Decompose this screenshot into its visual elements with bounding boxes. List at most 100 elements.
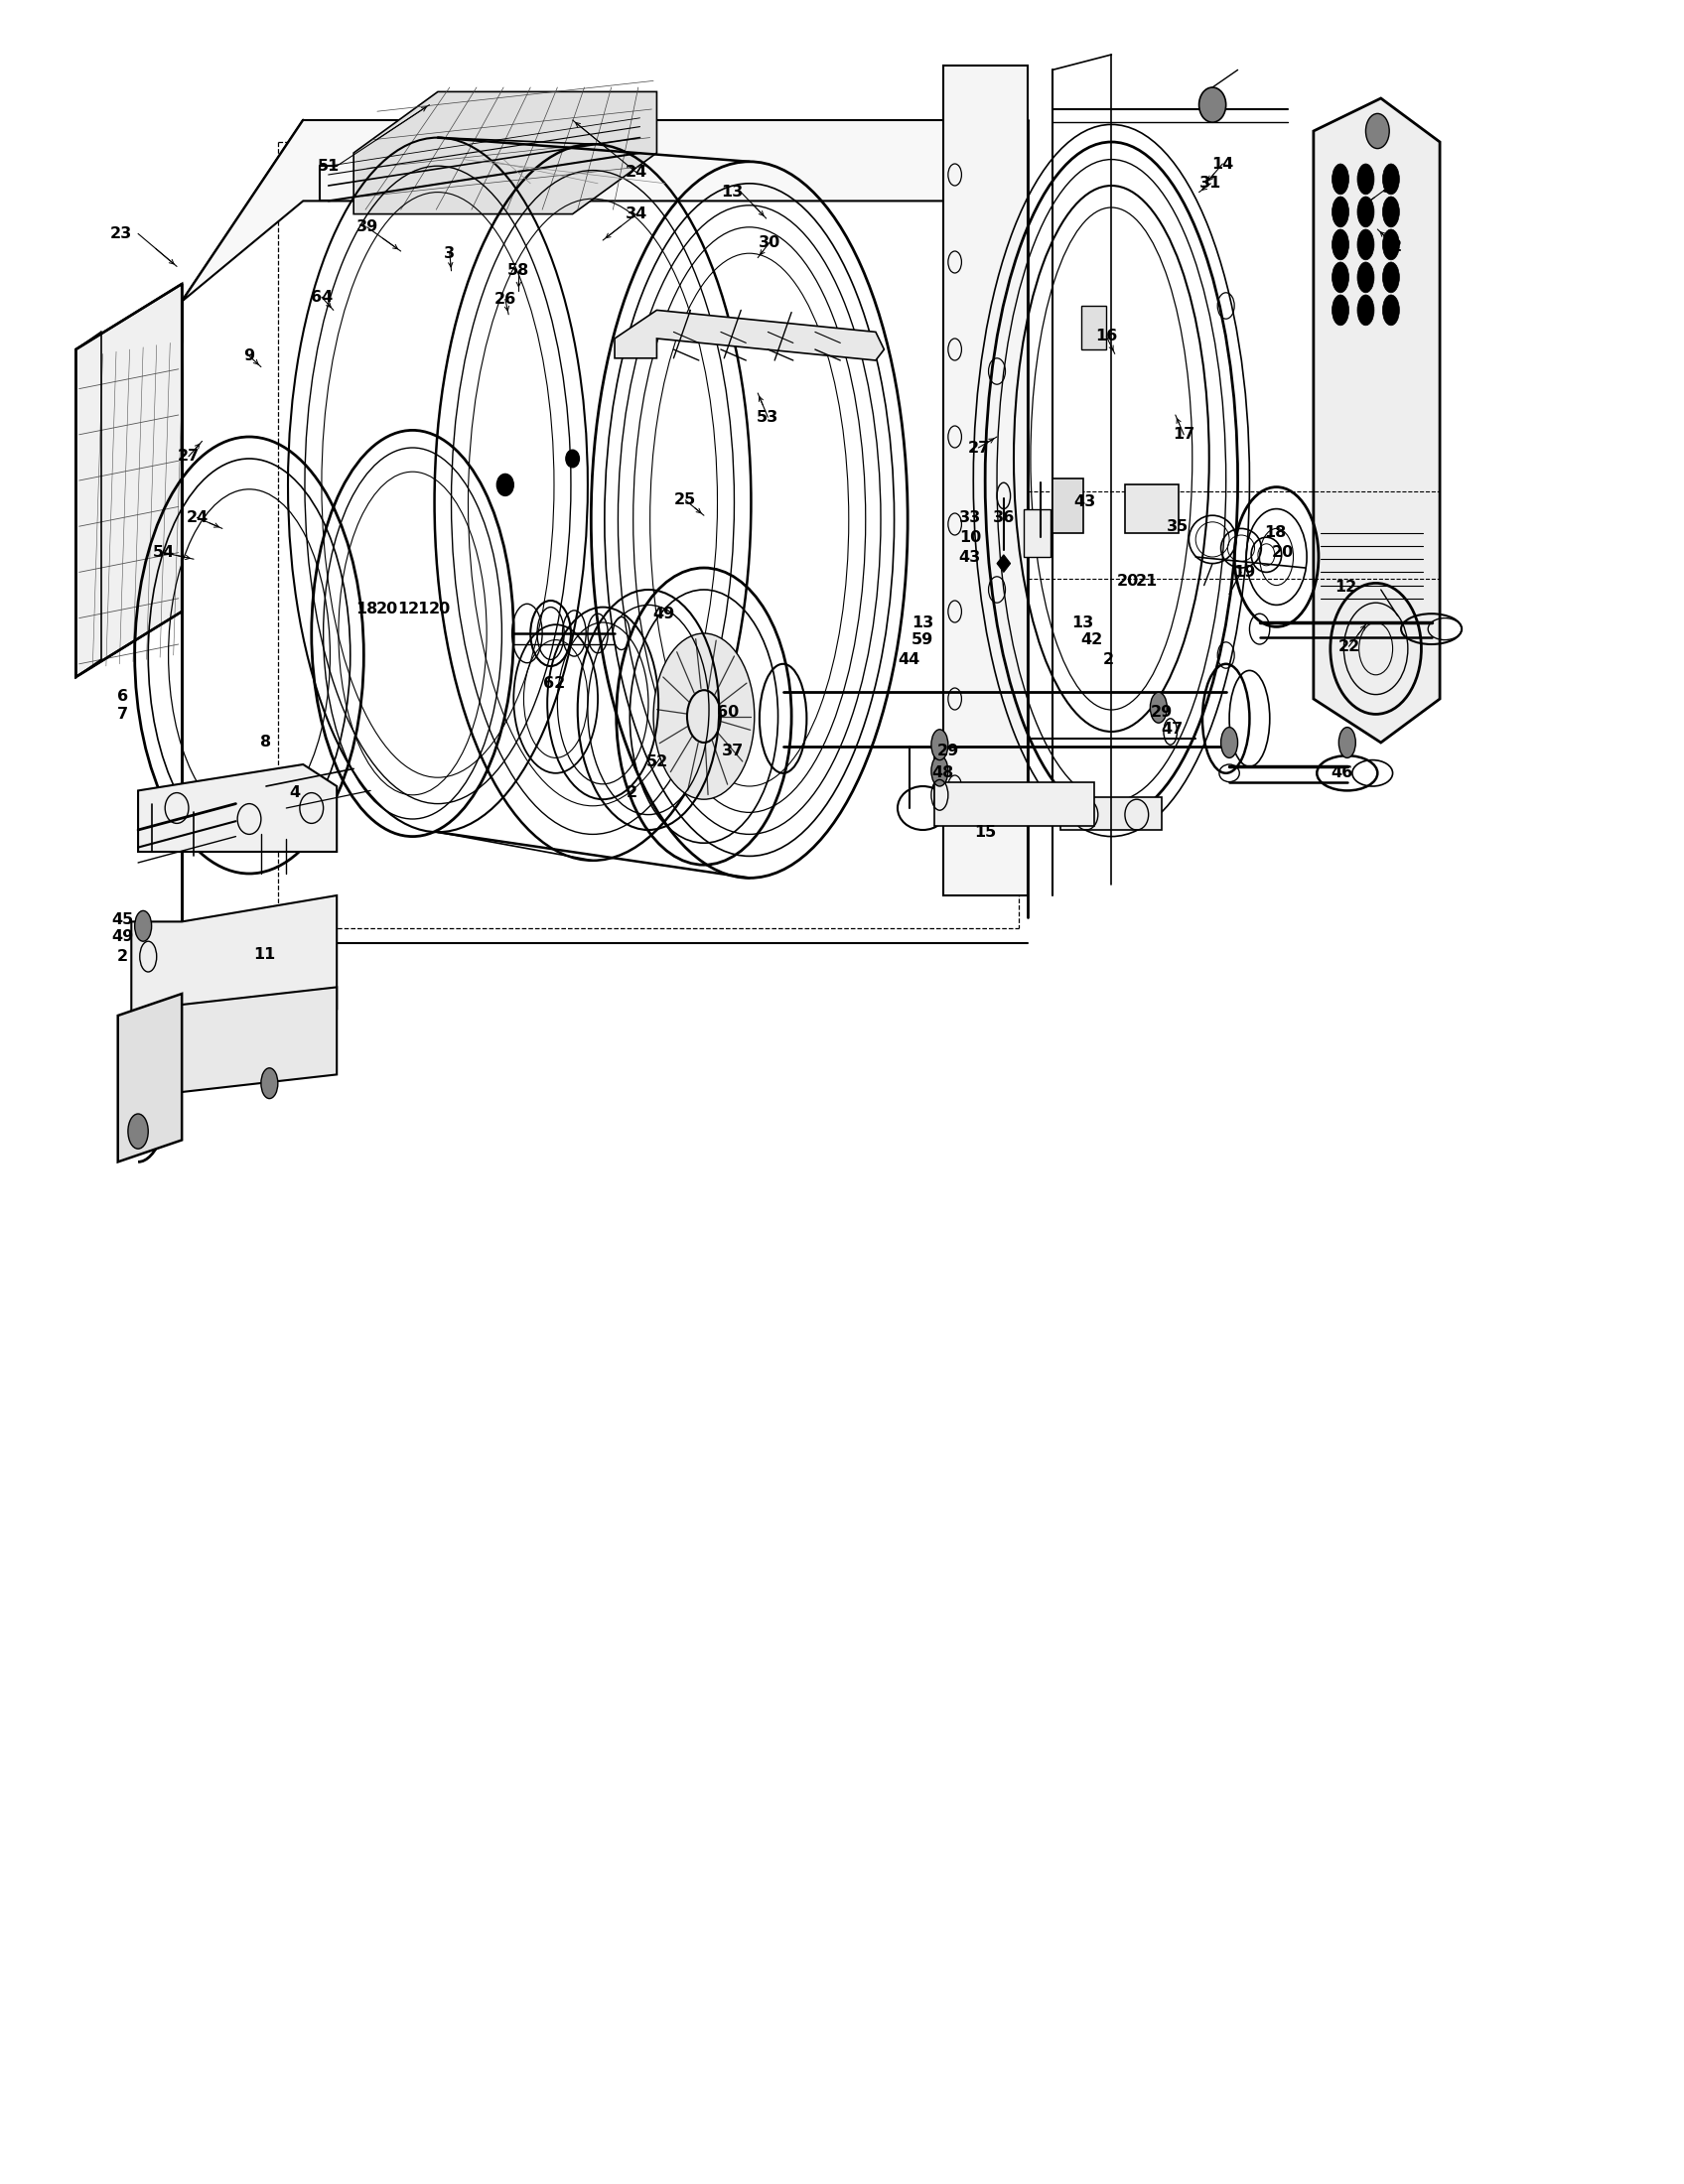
Ellipse shape	[1357, 262, 1374, 293]
Text: 17: 17	[1172, 428, 1196, 441]
Polygon shape	[131, 987, 337, 1136]
Text: 52: 52	[645, 756, 669, 769]
Text: 59: 59	[911, 633, 935, 646]
Text: 29: 29	[1150, 705, 1174, 719]
Text: 30: 30	[758, 236, 781, 249]
Text: 46: 46	[1330, 767, 1354, 780]
Text: 13: 13	[911, 616, 935, 629]
Text: 22: 22	[1337, 640, 1361, 653]
Bar	[1125, 485, 1179, 533]
Text: 21: 21	[408, 603, 431, 616]
Text: 43: 43	[958, 550, 982, 563]
Ellipse shape	[1332, 295, 1349, 325]
Ellipse shape	[1366, 114, 1389, 149]
Ellipse shape	[931, 756, 948, 786]
Ellipse shape	[135, 911, 152, 941]
Ellipse shape	[1332, 164, 1349, 194]
Text: 5: 5	[1383, 181, 1393, 194]
Ellipse shape	[931, 729, 948, 760]
Text: 27: 27	[967, 441, 990, 454]
Text: 27: 27	[177, 450, 200, 463]
Text: 31: 31	[1199, 177, 1223, 190]
Ellipse shape	[1332, 197, 1349, 227]
Text: 51: 51	[317, 159, 340, 173]
Text: 49: 49	[111, 930, 135, 943]
Polygon shape	[1314, 98, 1440, 743]
Text: 54: 54	[152, 546, 175, 559]
Ellipse shape	[1221, 727, 1238, 758]
Text: 2: 2	[118, 950, 128, 963]
Polygon shape	[76, 284, 182, 677]
Text: 19: 19	[1233, 566, 1256, 579]
Polygon shape	[615, 310, 884, 360]
Ellipse shape	[1357, 229, 1374, 260]
Polygon shape	[182, 120, 1027, 301]
Text: 20: 20	[1271, 546, 1295, 559]
Ellipse shape	[1383, 197, 1399, 227]
Bar	[1052, 478, 1083, 533]
Polygon shape	[118, 994, 182, 1162]
Text: 23: 23	[109, 227, 133, 240]
Ellipse shape	[1383, 229, 1399, 260]
Polygon shape	[943, 66, 1027, 895]
Text: 12: 12	[1334, 581, 1357, 594]
Text: 21: 21	[1135, 574, 1159, 587]
Ellipse shape	[1357, 164, 1374, 194]
Text: 13: 13	[1071, 616, 1095, 629]
Text: 43: 43	[1073, 496, 1096, 509]
Text: 42: 42	[1079, 633, 1103, 646]
Ellipse shape	[128, 1114, 148, 1149]
Text: 45: 45	[111, 913, 135, 926]
Ellipse shape	[566, 450, 579, 467]
Text: 47: 47	[1160, 723, 1184, 736]
Text: 4: 4	[290, 786, 300, 799]
Text: 10: 10	[958, 531, 982, 544]
Ellipse shape	[1339, 727, 1356, 758]
Text: 6: 6	[118, 690, 128, 703]
Text: 18: 18	[1263, 526, 1287, 539]
Text: 37: 37	[721, 745, 744, 758]
Text: 60: 60	[716, 705, 739, 719]
Ellipse shape	[1383, 295, 1399, 325]
Text: 7: 7	[118, 708, 128, 721]
Polygon shape	[997, 555, 1010, 572]
Text: 16: 16	[1095, 330, 1118, 343]
Text: 20: 20	[376, 603, 399, 616]
Text: 2: 2	[626, 786, 637, 799]
Text: 15: 15	[973, 826, 997, 839]
Text: 36: 36	[992, 511, 1015, 524]
Text: 2: 2	[1103, 653, 1113, 666]
Text: 44: 44	[898, 653, 921, 666]
Bar	[1024, 509, 1051, 557]
Text: 58: 58	[507, 264, 530, 277]
Polygon shape	[131, 895, 337, 1075]
Ellipse shape	[497, 474, 514, 496]
Ellipse shape	[1332, 262, 1349, 293]
Bar	[1081, 306, 1106, 349]
Ellipse shape	[1357, 295, 1374, 325]
Text: 33: 33	[958, 511, 982, 524]
Text: 2: 2	[1391, 240, 1401, 253]
Text: 24: 24	[625, 166, 648, 179]
Ellipse shape	[261, 1068, 278, 1099]
Ellipse shape	[1332, 229, 1349, 260]
Text: 8: 8	[261, 736, 271, 749]
Text: 20: 20	[428, 603, 451, 616]
Text: 53: 53	[756, 411, 780, 424]
Ellipse shape	[653, 633, 754, 799]
Ellipse shape	[1150, 692, 1167, 723]
Text: 26: 26	[493, 293, 517, 306]
Ellipse shape	[1383, 164, 1399, 194]
Text: 3: 3	[445, 247, 455, 260]
Ellipse shape	[1383, 262, 1399, 293]
Bar	[935, 782, 1095, 826]
Text: 29: 29	[936, 745, 960, 758]
Text: 20: 20	[1116, 574, 1140, 587]
Text: 39: 39	[355, 221, 379, 234]
Text: 62: 62	[542, 677, 566, 690]
Text: 1: 1	[397, 603, 408, 616]
Text: 18: 18	[355, 603, 379, 616]
Text: 25: 25	[674, 494, 697, 507]
Ellipse shape	[1357, 197, 1374, 227]
Text: 11: 11	[253, 948, 276, 961]
